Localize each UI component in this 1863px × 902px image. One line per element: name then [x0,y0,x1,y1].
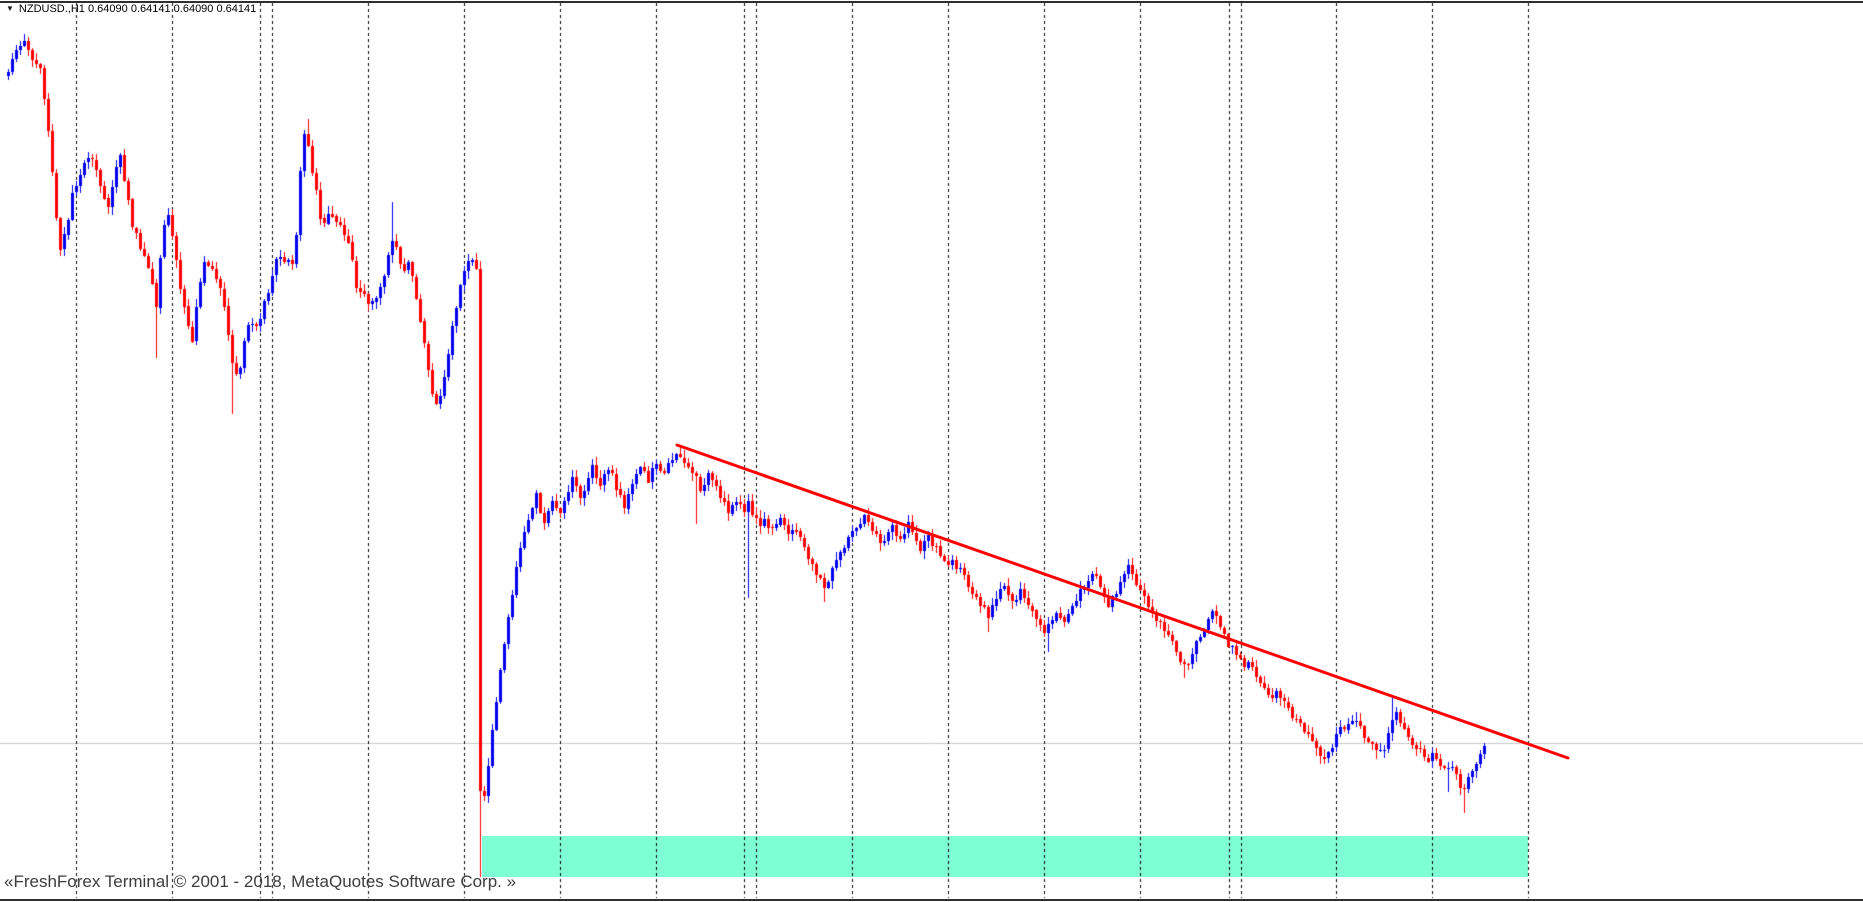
symbol-dropdown-icon[interactable]: ▼ [6,4,14,13]
quote-close: 0.64141 [216,3,257,15]
descending-trendline[interactable] [675,443,1570,760]
terminal-watermark: «FreshForex Terminal © 2001 - 2018, Meta… [4,872,517,891]
quote-low: 0.64090 [173,3,214,15]
quote-bar: ▼ NZDUSD.,H1 0.64090 0.64141 0.64090 0.6… [6,2,256,16]
symbol-period-label: NZDUSD.,H1 [18,3,85,15]
quote-high: 0.64141 [130,3,171,15]
quote-open: 0.64090 [88,3,128,15]
